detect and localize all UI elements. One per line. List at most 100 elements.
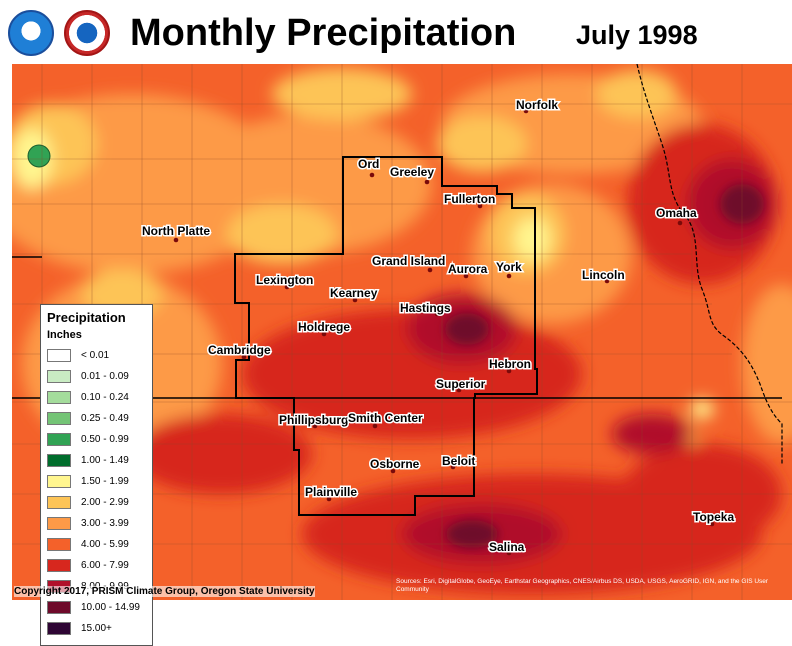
city-label: Omaha bbox=[656, 206, 697, 220]
legend-label: < 0.01 bbox=[81, 350, 110, 361]
zone-2-3in-central bbox=[227, 204, 337, 264]
city-dot bbox=[523, 108, 529, 114]
city-label: Ord bbox=[358, 157, 379, 171]
city-marker[interactable]: York bbox=[495, 259, 524, 279]
city-dot bbox=[506, 550, 512, 556]
city-marker[interactable]: Smith Center bbox=[347, 410, 425, 429]
precipitation-map[interactable]: Norfolk Ord Greeley Fullerton Omaha North Pla… bbox=[12, 64, 792, 646]
city-dot bbox=[677, 220, 683, 226]
legend-label: 0.10 - 0.24 bbox=[81, 392, 129, 403]
missouri-river-border bbox=[636, 64, 783, 464]
legend-swatch bbox=[47, 454, 71, 467]
city-marker[interactable]: Hastings bbox=[399, 300, 453, 317]
city-marker[interactable]: Superior bbox=[435, 376, 488, 393]
legend-swatch bbox=[47, 391, 71, 404]
city-marker[interactable]: North Platte bbox=[141, 223, 212, 243]
zone-1-5-2in-east bbox=[690, 399, 714, 419]
map-title: Monthly Precipitation bbox=[130, 12, 517, 54]
city-dot bbox=[450, 464, 456, 470]
city-label: Lexington bbox=[256, 273, 313, 287]
zone-0-5-1in-spot bbox=[27, 144, 51, 168]
city-dot bbox=[604, 278, 610, 284]
city-dot bbox=[284, 284, 290, 290]
city-dot bbox=[456, 387, 462, 393]
city-label: Norfolk bbox=[516, 98, 558, 112]
city-dot bbox=[372, 423, 378, 429]
legend-row: 3.00 - 3.99 bbox=[47, 517, 151, 531]
city-dot bbox=[352, 297, 358, 303]
zone-10-15in-hastings bbox=[445, 313, 489, 345]
legend-row: 10.00 - 14.99 bbox=[47, 601, 151, 615]
legend-swatch bbox=[47, 412, 71, 425]
city-marker[interactable]: Ord bbox=[357, 156, 381, 178]
zone-2-3in-norfolk bbox=[437, 116, 527, 172]
city-label: Topeka bbox=[693, 510, 734, 524]
city-marker[interactable]: Holdrege bbox=[297, 319, 352, 337]
city-label: Grand Island bbox=[372, 254, 445, 268]
legend-label: 0.01 - 0.09 bbox=[81, 371, 129, 382]
city-label: Lincoln bbox=[582, 268, 625, 282]
legend-row: 1.50 - 1.99 bbox=[47, 475, 151, 489]
legend-swatch bbox=[47, 475, 71, 488]
legend-swatch bbox=[47, 601, 71, 614]
zone-10-15in-salina bbox=[446, 520, 498, 548]
legend-label: 0.25 - 0.49 bbox=[81, 413, 129, 424]
legend-label: 6.00 - 7.99 bbox=[81, 560, 129, 571]
legend-title: Precipitation bbox=[47, 310, 126, 325]
city-label: Superior bbox=[436, 377, 486, 391]
zone-3-4in-east bbox=[742, 284, 792, 444]
city-dot bbox=[424, 179, 430, 185]
city-marker[interactable]: Aurora bbox=[447, 261, 489, 279]
legend-swatch bbox=[47, 370, 71, 383]
city-marker[interactable]: Phillipsburg bbox=[278, 412, 350, 429]
city-markers: Norfolk Ord Greeley Fullerton Omaha North Pla… bbox=[141, 97, 736, 556]
city-marker[interactable]: Plainville bbox=[304, 484, 359, 502]
legend-label: 10.00 - 14.99 bbox=[81, 602, 140, 613]
city-dot bbox=[241, 354, 247, 360]
city-marker[interactable]: Fullerton bbox=[443, 191, 497, 209]
city-marker[interactable]: Norfolk bbox=[515, 97, 560, 114]
forecast-area-outline bbox=[234, 156, 538, 516]
city-marker[interactable]: Beloit bbox=[441, 453, 477, 470]
zone-8-10in-se bbox=[612, 414, 692, 454]
legend-row: 4.00 - 5.99 bbox=[47, 538, 151, 552]
city-marker[interactable]: Grand Island bbox=[371, 253, 447, 273]
city-marker[interactable]: Kearney bbox=[329, 285, 379, 303]
city-label: Osborne bbox=[370, 457, 420, 471]
city-marker[interactable]: Lexington bbox=[255, 272, 315, 290]
legend-label: 1.50 - 1.99 bbox=[81, 476, 129, 487]
city-label: Beloit bbox=[442, 454, 475, 468]
zone-2-3in-ne bbox=[597, 70, 677, 118]
city-marker[interactable]: Hebron bbox=[488, 356, 533, 374]
city-label: Plainville bbox=[305, 485, 357, 499]
sources-text: Sources: Esri, DigitalGlobe, GeoEye, Ear… bbox=[396, 578, 769, 593]
legend-row: 15.00+ bbox=[47, 622, 151, 636]
city-marker[interactable]: Salina bbox=[488, 539, 527, 556]
city-dot bbox=[312, 423, 318, 429]
city-dot bbox=[463, 273, 469, 279]
legend-swatch bbox=[47, 538, 71, 551]
city-marker[interactable]: Topeka bbox=[692, 509, 736, 527]
city-dot bbox=[506, 368, 512, 374]
city-marker[interactable]: Cambridge bbox=[207, 342, 273, 360]
legend-row: < 0.01 bbox=[47, 349, 151, 363]
legend-label: 2.00 - 2.99 bbox=[81, 497, 129, 508]
city-label: North Platte bbox=[142, 224, 210, 238]
city-dot bbox=[477, 203, 483, 209]
legend-row: 0.01 - 0.09 bbox=[47, 370, 151, 384]
zone-6-8in-sw-kansas bbox=[132, 414, 312, 494]
city-marker[interactable]: Greeley bbox=[389, 164, 436, 185]
city-dot bbox=[434, 311, 440, 317]
legend-swatch bbox=[47, 496, 71, 509]
legend-row: 0.25 - 0.49 bbox=[47, 412, 151, 426]
legend-swatch bbox=[47, 622, 71, 635]
city-marker[interactable]: Lincoln bbox=[581, 267, 627, 284]
city-marker[interactable]: Osborne bbox=[369, 456, 421, 474]
city-marker[interactable]: Omaha bbox=[655, 205, 699, 226]
legend-row: 0.50 - 0.99 bbox=[47, 433, 151, 447]
city-dot bbox=[173, 237, 179, 243]
city-label: Aurora bbox=[448, 262, 488, 276]
legend-swatch bbox=[47, 517, 71, 530]
city-label: Hastings bbox=[400, 301, 451, 315]
city-dot bbox=[390, 468, 396, 474]
